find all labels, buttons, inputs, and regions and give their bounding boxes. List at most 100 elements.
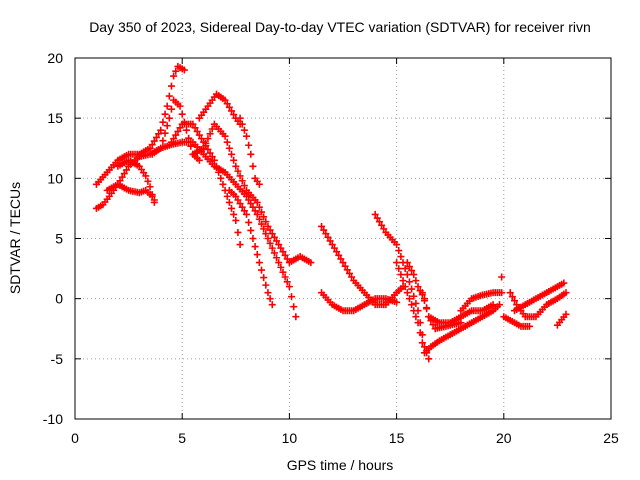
data-point <box>247 200 255 208</box>
data-point <box>238 120 246 128</box>
data-point <box>230 210 238 218</box>
data-point <box>234 196 242 204</box>
data-point <box>240 207 248 215</box>
data-point <box>414 283 422 291</box>
data-point <box>258 220 266 228</box>
data-point <box>375 218 383 226</box>
data-point <box>120 170 128 178</box>
data-point <box>213 162 221 170</box>
data-point <box>243 210 251 218</box>
data-point <box>262 218 270 226</box>
data-point <box>146 144 154 152</box>
data-point <box>324 233 332 241</box>
series-arc-16 <box>418 289 465 333</box>
data-point <box>210 156 218 164</box>
chart-title: Day 350 of 2023, Sidereal Day-to-day VTE… <box>89 19 591 35</box>
data-point <box>393 241 401 249</box>
data-point <box>405 295 413 303</box>
data-point <box>333 248 341 256</box>
data-point <box>270 249 278 257</box>
data-point <box>253 251 261 259</box>
series-arc-18 <box>506 289 570 321</box>
data-point <box>266 295 274 303</box>
data-point <box>225 198 233 206</box>
data-point <box>380 225 388 233</box>
data-point <box>339 259 347 267</box>
data-point <box>230 156 238 164</box>
data-point <box>562 310 570 318</box>
data-point <box>262 281 270 289</box>
series-arc-20 <box>553 310 570 329</box>
data-point <box>240 182 248 190</box>
data-point <box>144 177 152 185</box>
data-point <box>395 247 403 255</box>
data-point <box>167 138 175 146</box>
data-point <box>266 226 274 234</box>
data-point <box>249 235 257 242</box>
data-point <box>202 139 210 147</box>
data-point <box>288 293 296 301</box>
data-point <box>307 259 315 267</box>
data-point <box>277 263 285 271</box>
data-point <box>255 215 263 223</box>
data-point <box>174 127 182 135</box>
data-point <box>148 191 156 199</box>
data-point <box>266 239 274 247</box>
y-tick-label: 0 <box>55 291 63 307</box>
data-point <box>425 313 433 321</box>
series-arc-6 <box>167 120 244 249</box>
data-point <box>423 305 431 313</box>
data-point <box>255 180 263 188</box>
series-arc-21 <box>498 273 506 281</box>
data-point <box>397 271 405 279</box>
data-point <box>326 237 334 245</box>
data-point <box>176 102 184 110</box>
data-point <box>191 124 199 132</box>
x-tick-label: 25 <box>603 430 619 446</box>
data-point <box>176 124 184 132</box>
data-point <box>219 180 227 188</box>
data-point <box>371 210 379 218</box>
data-point <box>373 214 381 222</box>
data-point <box>277 244 285 252</box>
data-point <box>172 131 180 139</box>
data-point <box>397 253 405 261</box>
data-point <box>228 107 236 115</box>
data-point <box>163 102 171 110</box>
data-point <box>328 241 336 249</box>
data-point <box>249 203 257 211</box>
data-point <box>243 192 251 200</box>
data-point <box>251 207 259 215</box>
data-point <box>234 167 242 175</box>
data-point <box>122 166 130 174</box>
data-point <box>152 133 160 141</box>
data-point <box>236 200 244 208</box>
data-point <box>273 237 281 245</box>
data-point <box>410 271 418 279</box>
series-arc-5 <box>148 138 300 321</box>
data-point <box>264 289 272 297</box>
data-point <box>279 268 287 276</box>
data-point <box>416 329 424 337</box>
data-point <box>412 313 420 321</box>
data-point <box>221 96 229 104</box>
data-point <box>330 244 338 252</box>
y-tick-label: 10 <box>47 170 63 186</box>
data-point <box>526 322 534 330</box>
data-point <box>457 319 465 327</box>
data-point <box>410 292 418 300</box>
data-point <box>172 67 180 75</box>
data-point <box>418 339 426 347</box>
data-point <box>270 233 278 241</box>
data-point <box>378 221 386 229</box>
data-point <box>204 145 212 153</box>
y-tick-label: 5 <box>55 231 63 247</box>
data-point <box>170 72 178 80</box>
data-point <box>189 120 197 128</box>
data-point <box>258 208 266 216</box>
y-tick-label: -5 <box>51 351 64 367</box>
data-point <box>170 135 178 143</box>
data-point <box>150 198 158 206</box>
data-point <box>279 248 287 256</box>
data-point <box>223 192 231 200</box>
